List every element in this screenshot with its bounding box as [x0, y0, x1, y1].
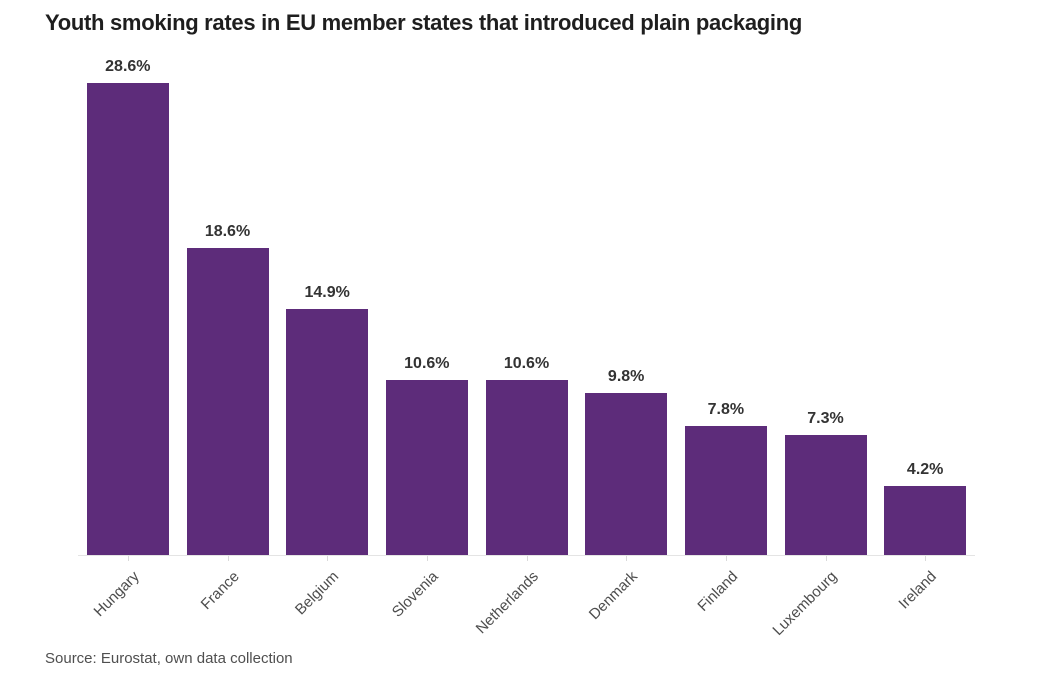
- bar-chart-plot: 28.6% Hungary 18.6% France 14.9% Belgium 10.6%…: [78, 58, 975, 639]
- x-label-wrap-ireland: Ireland: [728, 568, 940, 612]
- bar-belgium: [286, 309, 369, 555]
- x-tick-slovenia: [426, 556, 428, 561]
- bar-finland: [684, 426, 767, 555]
- x-tick-ireland: [925, 556, 927, 561]
- value-label-netherlands: 10.6%: [503, 355, 550, 373]
- bar-france: [186, 248, 269, 555]
- source-note: Source: Eurostat, own data collection: [45, 650, 293, 667]
- x-axis-line: [78, 555, 975, 556]
- x-tick-hungary: [127, 556, 129, 561]
- value-label-slovenia: 10.6%: [404, 355, 450, 373]
- bar-denmark: [585, 393, 668, 555]
- bar-ireland: [884, 485, 967, 555]
- x-tick-belgium: [327, 556, 329, 561]
- chart-title: Youth smoking rates in EU member states …: [45, 10, 802, 35]
- bar-slovenia: [385, 380, 468, 555]
- bar-luxembourg: [784, 434, 867, 555]
- x-tick-france: [227, 556, 229, 561]
- value-label-belgium: 14.9%: [304, 284, 350, 302]
- value-label-france: 18.6%: [204, 223, 251, 241]
- x-tick-luxembourg: [825, 556, 827, 561]
- x-tick-netherlands: [526, 556, 528, 561]
- value-label-finland: 7.8%: [707, 401, 745, 419]
- value-label-denmark: 9.8%: [607, 368, 645, 386]
- bar-hungary: [86, 83, 169, 555]
- x-tick-denmark: [626, 556, 628, 561]
- value-label-ireland: 4.2%: [906, 460, 944, 478]
- x-tick-finland: [725, 556, 727, 561]
- value-label-luxembourg: 7.3%: [807, 409, 844, 427]
- bar-netherlands: [485, 380, 568, 555]
- value-label-hungary: 28.6%: [105, 58, 151, 75]
- x-label-ireland: Ireland: [895, 568, 941, 613]
